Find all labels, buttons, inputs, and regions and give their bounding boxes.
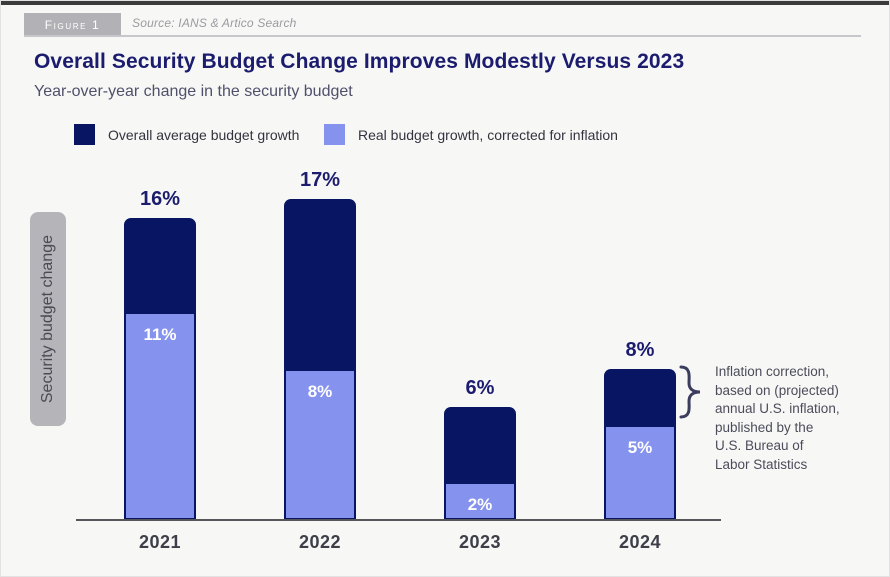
bar-total-value-label-2021: 16% xyxy=(139,188,181,210)
chart-subtitle: Year-over-year change in the security bu… xyxy=(34,83,353,100)
x-axis-label-2023: 2023 xyxy=(458,532,502,552)
figure-number-label: Figure 1 xyxy=(44,18,101,32)
chart-title: Overall Security Budget Change Improves … xyxy=(34,50,685,73)
bar-real-value-label-2021: 11% xyxy=(143,325,177,344)
header-divider xyxy=(24,35,861,37)
annotation-brace-icon xyxy=(679,365,701,419)
x-axis-label-2022: 2022 xyxy=(298,532,342,552)
x-axis-label-2021: 2021 xyxy=(138,532,182,552)
figure-number-badge: Figure 1 xyxy=(24,13,121,37)
bar-group-2021: 11% 16% xyxy=(124,188,196,520)
legend-item-overall-growth: Overall average budget growth xyxy=(74,124,299,145)
bar-real-value-label-2022: 8% xyxy=(307,382,333,401)
bar-real-2021: 11% xyxy=(124,312,196,520)
bar-real-2023: 2% xyxy=(444,482,516,520)
bar-total-value-label-2023: 6% xyxy=(465,377,495,399)
x-axis-label-2024: 2024 xyxy=(618,532,662,552)
y-axis-label-box: Security budget change xyxy=(30,212,66,426)
bar-real-2024: 5% xyxy=(604,425,676,520)
bar-real-value-label-2023: 2% xyxy=(467,495,493,514)
bar-total-value-label-2022: 17% xyxy=(299,169,341,191)
bar-group-2024: 5% 8% xyxy=(604,339,676,520)
bar-real-value-label-2024: 5% xyxy=(627,438,653,457)
legend-swatch-light xyxy=(324,124,345,145)
bar-group-2022: 8% 17% xyxy=(284,169,356,520)
legend-item-real-growth: Real budget growth, corrected for inflat… xyxy=(324,124,618,145)
y-axis-label: Security budget change xyxy=(39,234,56,404)
source-attribution: Source: IANS & Artico Search xyxy=(132,16,297,30)
legend-swatch-dark xyxy=(74,124,95,145)
legend-label-real-growth: Real budget growth, corrected for inflat… xyxy=(358,126,618,143)
bar-real-2022: 8% xyxy=(284,369,356,520)
top-accent-strip xyxy=(1,1,889,5)
x-axis-line xyxy=(76,519,721,521)
bar-group-2023: 2% 6% xyxy=(444,377,516,520)
inflation-annotation: Inflation correction, based on (projecte… xyxy=(715,364,840,472)
bar-total-value-label-2024: 8% xyxy=(625,339,655,361)
legend-label-overall-growth: Overall average budget growth xyxy=(108,126,300,143)
